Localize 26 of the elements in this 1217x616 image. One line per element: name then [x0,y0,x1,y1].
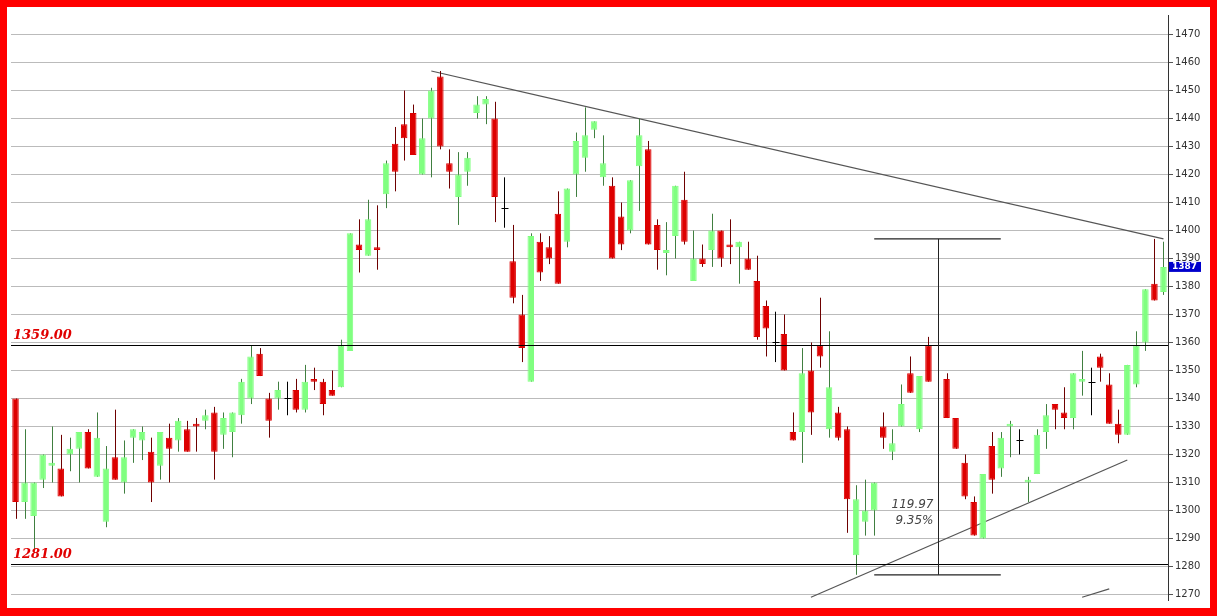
y-tick-label: 1270 [1175,588,1201,599]
y-tick-label: 1470 [1175,28,1201,40]
y-tick-label: 1420 [1175,168,1201,180]
ref-line-label: 1281.00 [13,546,72,562]
y-tick-label: 1430 [1175,140,1201,152]
y-tick-label: 1460 [1175,56,1201,68]
y-tick-label: 1390 [1175,252,1201,264]
y-tick-label: 1400 [1175,224,1201,236]
annotation: 1387 [1172,261,1198,272]
y-tick-label: 1290 [1175,532,1201,544]
y-tick-label: 1340 [1175,392,1201,404]
y-tick-label: 1350 [1175,364,1201,376]
y-tick-label: 1450 [1175,84,1201,96]
y-tick-label: 1440 [1175,112,1201,124]
y-tick-label: 1380 [1175,280,1201,292]
y-tick-label: 1410 [1175,196,1201,208]
y-tick-label: 1310 [1175,476,1201,488]
y-tick-label: 1360 [1175,336,1201,348]
ref-line-label: 1359.00 [13,327,72,343]
y-tick-label: 1300 [1175,504,1201,516]
y-tick-label: 1320 [1175,448,1201,460]
y-tick-label: 1280 [1175,560,1201,572]
annotation: 9.35% [895,512,934,527]
annotation: 119.97 [891,496,934,511]
y-tick-label: 1330 [1175,420,1201,432]
y-tick-label: 1370 [1175,308,1201,320]
